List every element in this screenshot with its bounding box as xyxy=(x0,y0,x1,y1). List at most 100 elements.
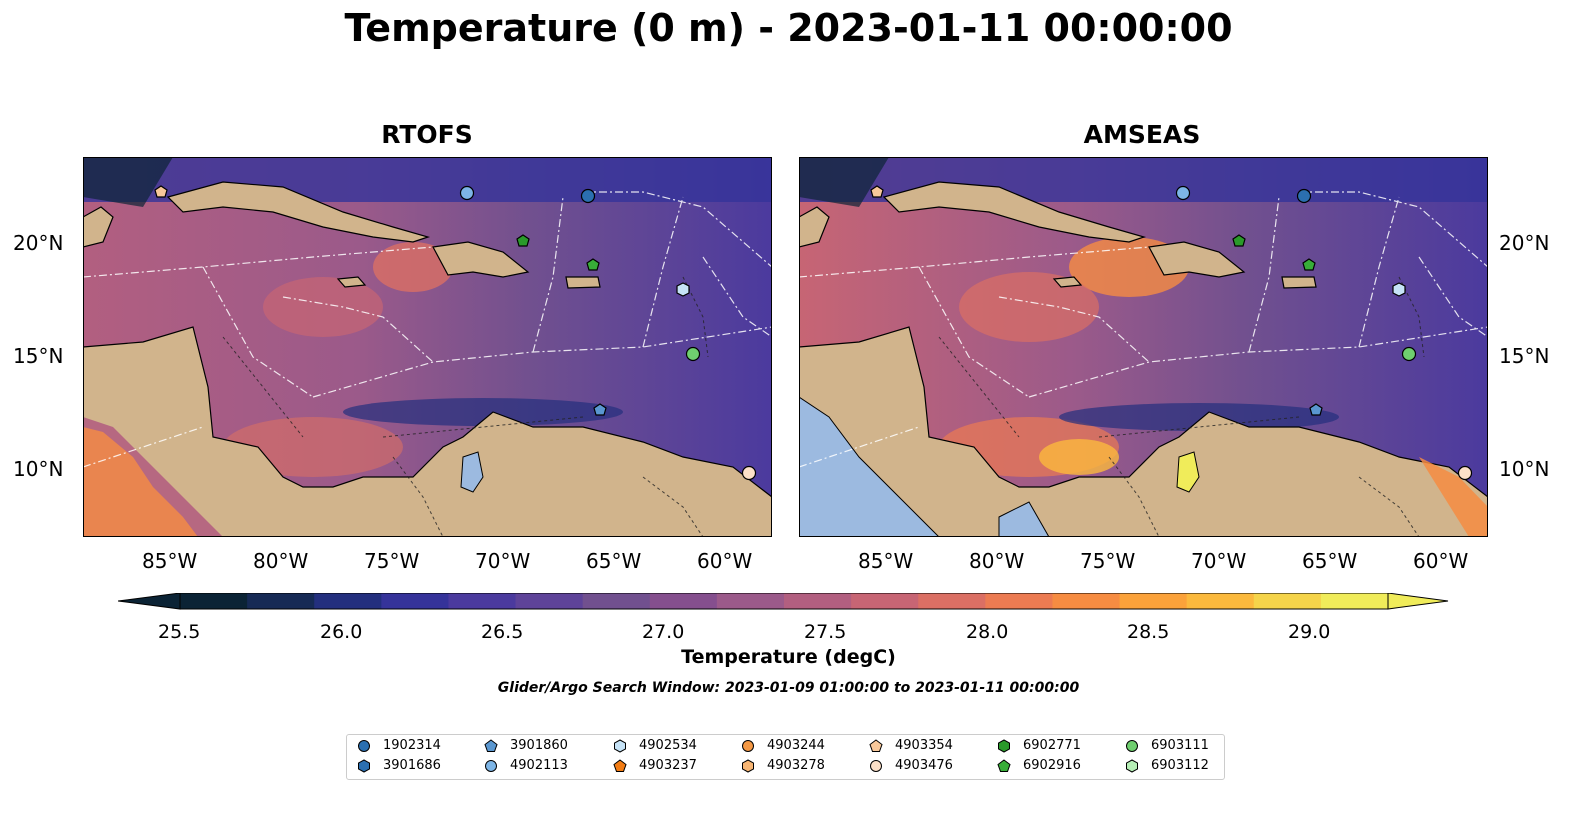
colorbar-tick: 26.5 xyxy=(481,621,524,643)
colorbar-segment xyxy=(314,593,382,609)
marker-6903111[interactable] xyxy=(1401,346,1417,362)
map-rtofs xyxy=(83,157,772,537)
colorbar-segment xyxy=(1119,593,1188,609)
circle-marker-icon xyxy=(742,740,754,752)
panel-title-amseas: AMSEAS xyxy=(1083,120,1201,149)
cuba-land xyxy=(166,181,431,243)
colorbar-tick: 25.5 xyxy=(158,621,201,643)
colorbar-segment xyxy=(247,593,315,609)
y-tick-label: 15°N xyxy=(13,344,64,368)
x-tick-label: 65°W xyxy=(1302,549,1358,573)
colorbar-segment xyxy=(1253,593,1322,609)
legend-label: 6903112 xyxy=(1151,758,1209,773)
x-tick-label: 70°W xyxy=(475,549,531,573)
hexagon-marker-icon xyxy=(742,759,754,773)
marker-4902113[interactable] xyxy=(459,185,475,201)
x-tick-label: 85°W xyxy=(142,549,198,573)
legend-label: 6903111 xyxy=(1151,738,1209,753)
marker-4903354[interactable] xyxy=(870,185,884,198)
colorbar-tick: 26.0 xyxy=(320,621,363,643)
x-tick-label: 65°W xyxy=(586,549,642,573)
x-tick-label: 80°W xyxy=(253,549,309,573)
x-tick-label: 75°W xyxy=(364,549,420,573)
puerto-rico-land xyxy=(1281,276,1317,289)
colorbar-tick: 29.0 xyxy=(1288,621,1331,643)
y-tick-label: 10°N xyxy=(13,457,64,481)
yucatan-land xyxy=(799,206,830,248)
figure-title: Temperature (0 m) - 2023-01-11 00:00:00 xyxy=(344,6,1233,50)
legend-label: 4902534 xyxy=(639,738,697,753)
colorbar-segment xyxy=(716,593,785,609)
legend-label: 6902916 xyxy=(1023,758,1081,773)
marker-6902771[interactable] xyxy=(1232,234,1246,247)
colorbar-label: Temperature (degC) xyxy=(681,646,896,668)
colorbar-segment xyxy=(851,593,919,609)
marker-6903111[interactable] xyxy=(685,346,701,362)
hexagon-marker-icon xyxy=(358,759,370,773)
colorbar-segment xyxy=(918,593,986,609)
colorbar-segment xyxy=(1186,593,1255,609)
colorbar-tick: 28.0 xyxy=(966,621,1009,643)
y-tick-label: 20°N xyxy=(13,231,64,255)
colorbar-tick: 27.0 xyxy=(642,621,685,643)
legend-label: 4903476 xyxy=(895,758,953,773)
marker-3901860[interactable] xyxy=(1309,403,1323,416)
legend-label: 4902113 xyxy=(510,758,568,773)
pentagon-marker-icon xyxy=(484,739,498,752)
marker-4902113[interactable] xyxy=(1175,185,1191,201)
y-tick-label: 20°N xyxy=(1499,231,1550,255)
x-tick-label: 60°W xyxy=(1413,549,1469,573)
legend-label: 4903278 xyxy=(767,758,825,773)
colorbar-extend-low xyxy=(118,593,181,610)
x-tick-label: 80°W xyxy=(969,549,1025,573)
circle-marker-icon xyxy=(1126,740,1138,752)
marker-4903476[interactable] xyxy=(1457,465,1473,481)
jamaica-land xyxy=(336,276,367,288)
map-amseas xyxy=(799,157,1488,537)
colorbar-segment xyxy=(180,593,248,609)
x-tick-label: 75°W xyxy=(1080,549,1136,573)
marker-6902916[interactable] xyxy=(1302,258,1316,271)
hexagon-marker-icon xyxy=(614,739,626,753)
colorbar-segment xyxy=(1052,593,1121,609)
colorbar-segment xyxy=(985,593,1053,609)
marker-4903354[interactable] xyxy=(154,185,168,198)
circle-marker-icon xyxy=(485,760,497,772)
marker-3901860[interactable] xyxy=(593,403,607,416)
x-tick-label: 85°W xyxy=(858,549,914,573)
legend-label: 4903354 xyxy=(895,738,953,753)
pentagon-marker-icon xyxy=(869,739,883,752)
colorbar-segment xyxy=(448,593,517,609)
hispaniola-land xyxy=(432,241,530,278)
colorbar-segment xyxy=(582,593,651,609)
marker-6902916[interactable] xyxy=(586,258,600,271)
circle-marker-icon xyxy=(870,760,882,772)
hispaniola-land xyxy=(1148,241,1246,278)
search-window-text: Glider/Argo Search Window: 2023-01-09 01… xyxy=(497,680,1080,696)
colorbar xyxy=(118,593,1449,610)
colorbar-extend-high xyxy=(1387,593,1449,610)
pentagon-marker-icon xyxy=(613,759,627,772)
x-tick-label: 60°W xyxy=(697,549,753,573)
marker-1902314[interactable] xyxy=(1296,188,1312,204)
panel-title-rtofs: RTOFS xyxy=(381,120,473,149)
marker-4902534[interactable] xyxy=(676,282,690,297)
puerto-rico-land xyxy=(565,276,601,289)
marker-4903476[interactable] xyxy=(741,465,757,481)
legend-label: 4903237 xyxy=(639,758,697,773)
marker-4902534[interactable] xyxy=(1392,282,1406,297)
marker-6902771[interactable] xyxy=(516,234,530,247)
pentagon-marker-icon xyxy=(997,759,1011,772)
x-tick-label: 70°W xyxy=(1191,549,1247,573)
jamaica-land xyxy=(1052,276,1083,288)
y-tick-label: 10°N xyxy=(1499,457,1550,481)
colorbar-tick: 27.5 xyxy=(804,621,847,643)
colorbar-segment xyxy=(515,593,584,609)
legend-label: 3901860 xyxy=(510,738,568,753)
hexagon-marker-icon xyxy=(998,739,1010,753)
pacific-ocean xyxy=(799,396,940,537)
legend-label: 3901686 xyxy=(383,758,441,773)
cuba-land xyxy=(882,181,1147,243)
marker-1902314[interactable] xyxy=(580,188,596,204)
legend-label: 1902314 xyxy=(383,738,441,753)
